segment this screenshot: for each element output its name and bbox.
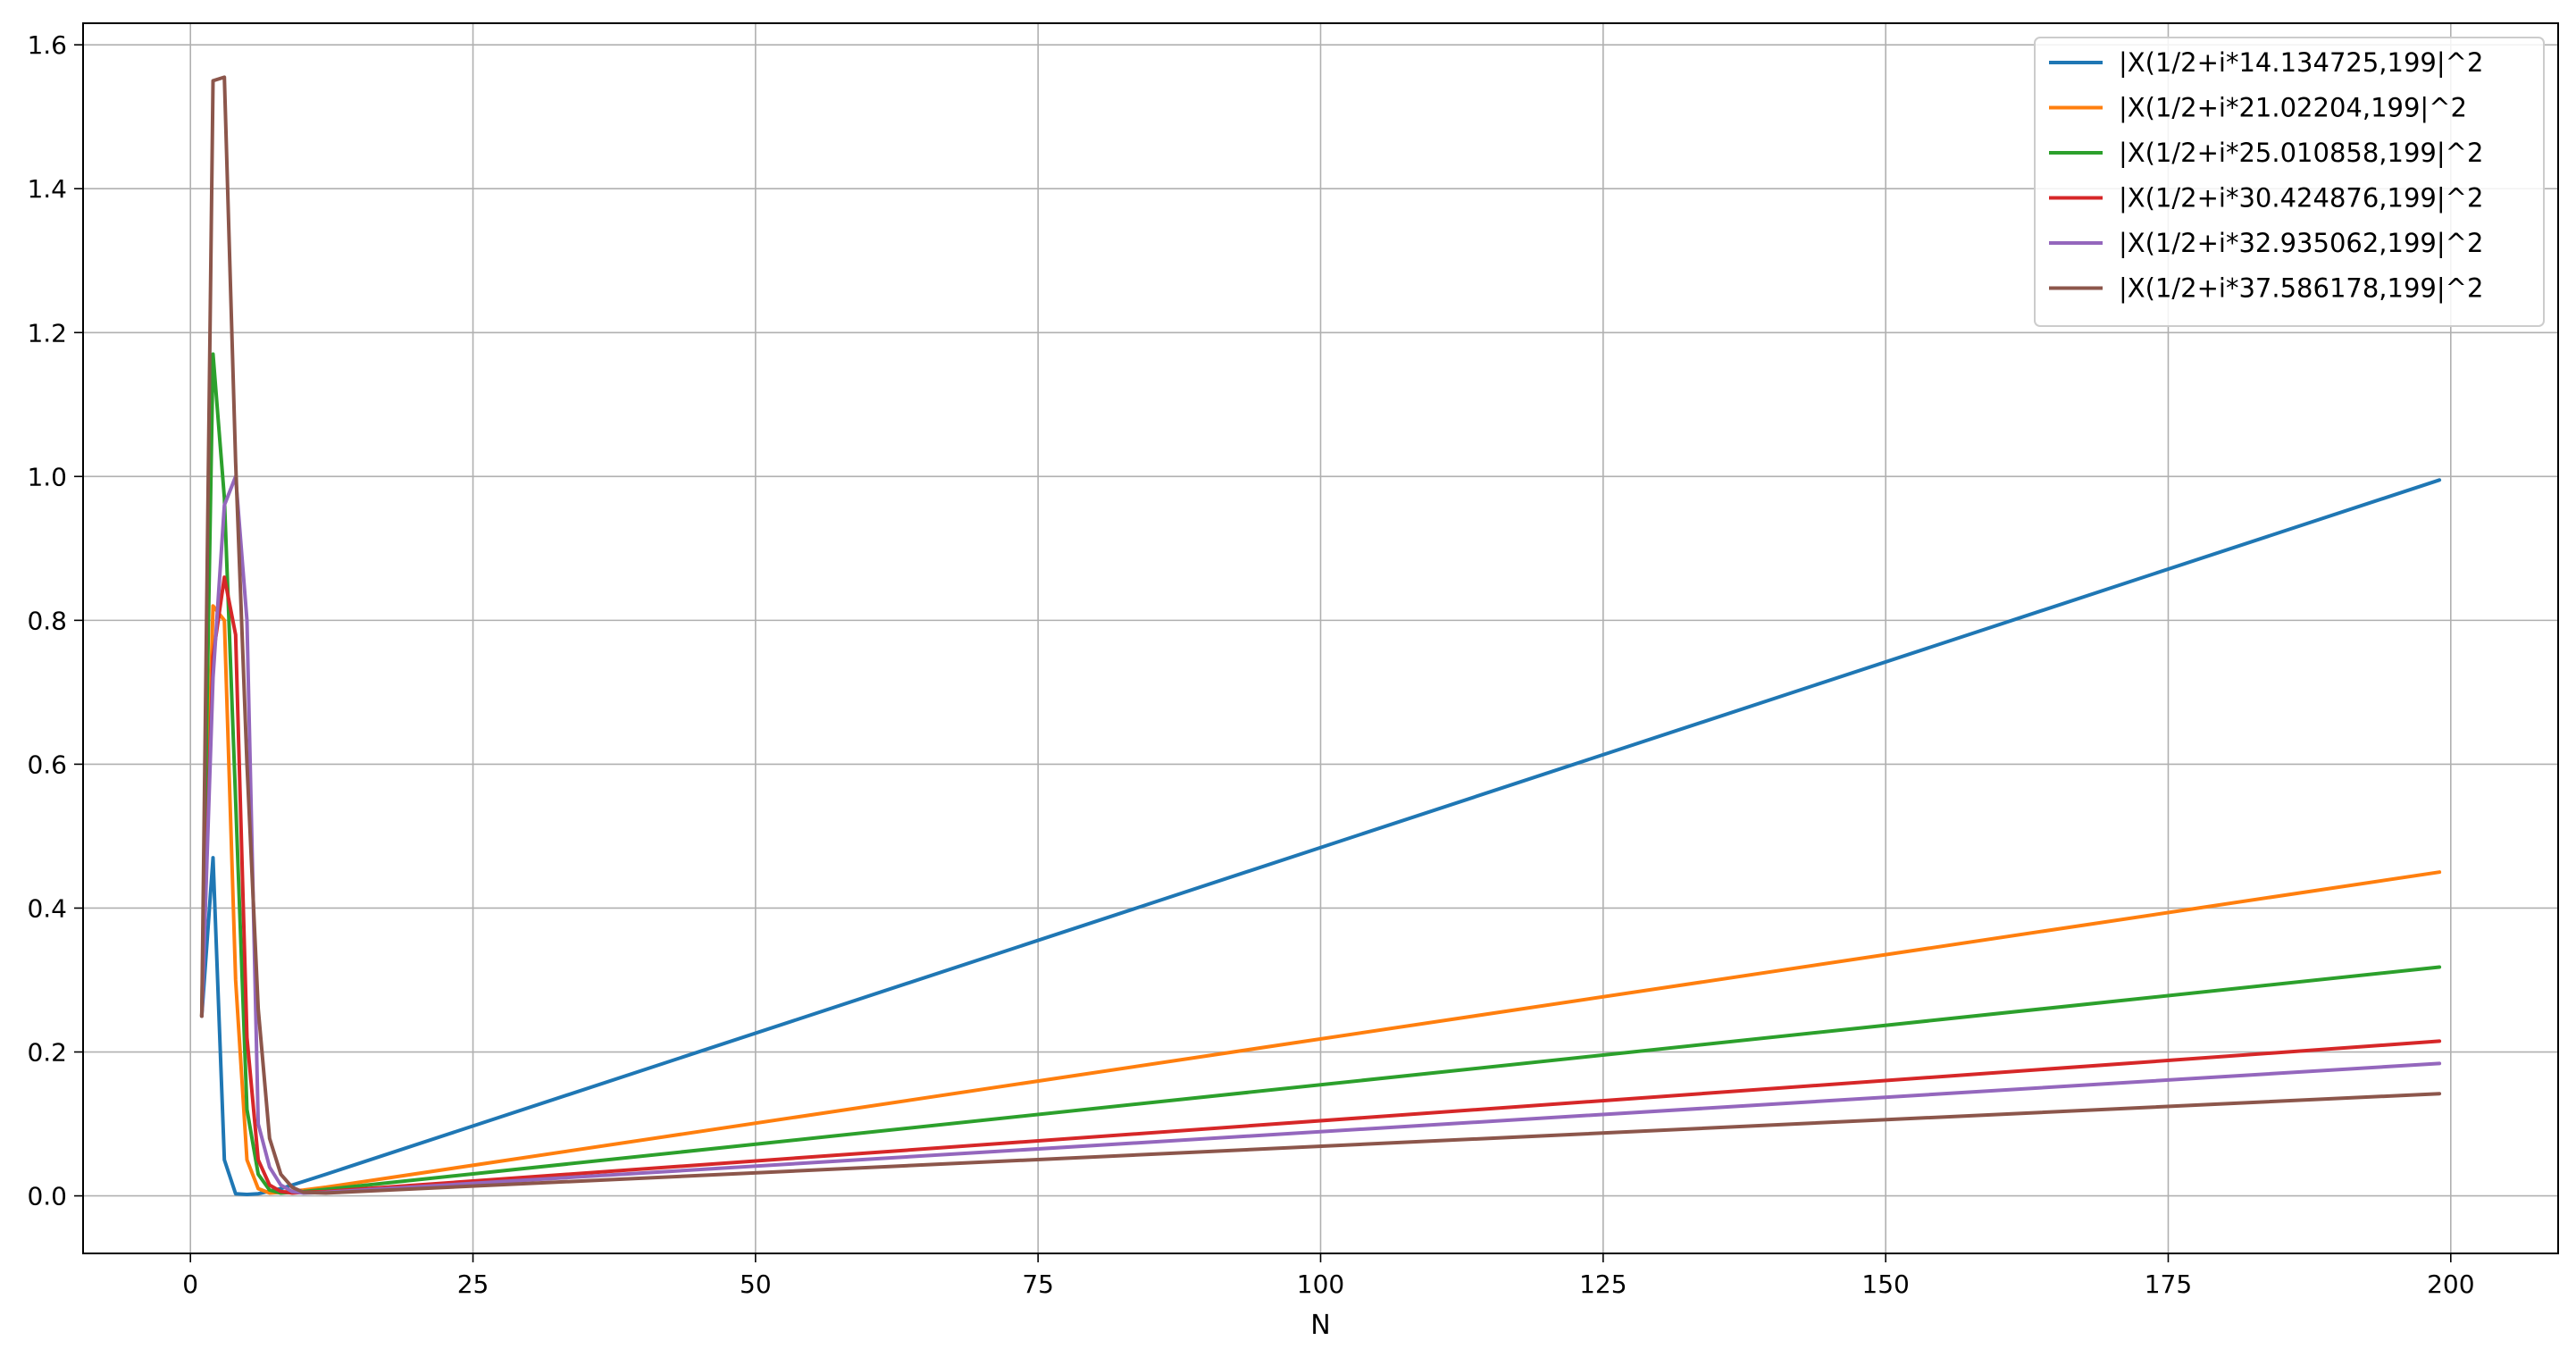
legend-label: |X(1/2+i*37.586178,199|^2 [2119,273,2483,304]
x-tick-label: 150 [1861,1269,1909,1299]
x-tick-label: 50 [740,1269,772,1299]
x-tick-label: 75 [1022,1269,1054,1299]
x-tick-label: 100 [1297,1269,1344,1299]
legend-label: |X(1/2+i*25.010858,199|^2 [2119,138,2483,168]
legend-label: |X(1/2+i*21.02204,199|^2 [2119,93,2467,123]
series-line-6 [199,75,2442,1195]
y-tick-label: 0.8 [27,606,67,635]
series-layer [199,75,2442,1196]
x-axis-title: N [1310,1310,1330,1341]
legend-label: |X(1/2+i*14.134725,199|^2 [2119,47,2483,78]
y-tick-label: 0.4 [27,893,67,923]
x-tick-label: 25 [457,1269,489,1299]
y-axis-ticks: 0.0 0.2 0.4 0.6 0.8 1.0 1.2 1.4 1.6 [27,30,83,1211]
y-tick-label: 1.6 [27,30,67,60]
legend-box [2034,37,2545,327]
y-tick-label: 0.0 [27,1182,67,1211]
y-tick-label: 1.2 [27,318,67,348]
y-tick-label: 1.0 [27,462,67,491]
legend: |X(1/2+i*14.134725,199|^2 |X(1/2+i*21.022… [2034,37,2545,327]
x-axis-ticks: 0 25 50 75 100 125 150 175 200 [182,1253,2475,1299]
x-tick-label: 125 [1579,1269,1627,1299]
series-line-1 [199,478,2442,1196]
legend-label: |X(1/2+i*32.935062,199|^2 [2119,228,2483,258]
y-tick-label: 0.6 [27,750,67,779]
x-tick-label: 0 [182,1269,198,1299]
y-tick-label: 1.4 [27,174,67,204]
y-tick-label: 0.2 [27,1038,67,1068]
x-tick-label: 200 [2427,1269,2474,1299]
legend-label: |X(1/2+i*30.424876,199|^2 [2119,183,2483,214]
x-tick-label: 175 [2145,1269,2192,1299]
